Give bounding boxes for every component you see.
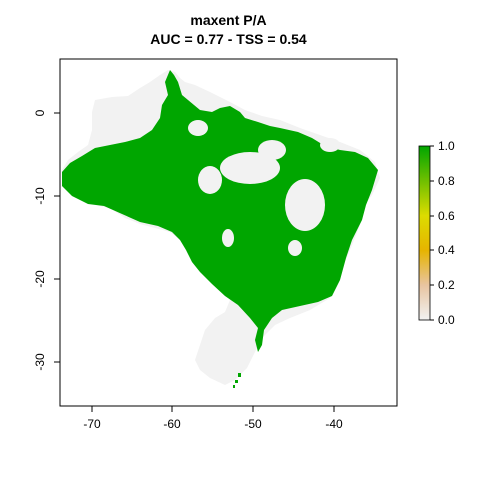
x-axis: -70 -60 -50 -40 [83, 406, 343, 431]
map-subtitle: AUC = 0.77 - TSS = 0.54 [150, 31, 307, 47]
absence-patch [198, 166, 222, 194]
x-tick-label: -70 [83, 417, 101, 431]
legend-label: 0.0 [438, 313, 455, 327]
absence-patch [222, 229, 234, 247]
absence-patch [320, 138, 340, 152]
y-axis: 0 -10 -20 -30 [33, 109, 60, 371]
y-tick-label: -20 [33, 270, 47, 288]
absence-patch [288, 240, 302, 256]
presence-patch [233, 385, 235, 388]
x-tick-label: -50 [244, 417, 262, 431]
y-tick-label: -30 [33, 353, 47, 371]
presence-patch [238, 373, 241, 377]
legend-label: 0.8 [438, 174, 455, 188]
y-tick-label: 0 [33, 109, 47, 116]
absence-patch [285, 179, 325, 231]
legend-colorbar [418, 145, 431, 321]
absence-patch [220, 152, 280, 184]
absence-patch [188, 120, 208, 136]
x-tick-label: -60 [163, 417, 181, 431]
legend-label: 0.2 [438, 278, 455, 292]
presence-patch [256, 338, 259, 344]
legend-label: 1.0 [438, 139, 455, 153]
absence-patch [258, 140, 286, 160]
presence-patch [235, 380, 238, 383]
presence-area [62, 70, 378, 352]
x-tick-label: -40 [325, 417, 343, 431]
y-tick-label: -10 [33, 187, 47, 205]
legend-label: 0.6 [438, 209, 455, 223]
map-title: maxent P/A [190, 12, 267, 28]
legend-label: 0.4 [438, 243, 455, 257]
legend: 1.0 0.8 0.6 0.4 0.2 0.0 [418, 139, 455, 327]
